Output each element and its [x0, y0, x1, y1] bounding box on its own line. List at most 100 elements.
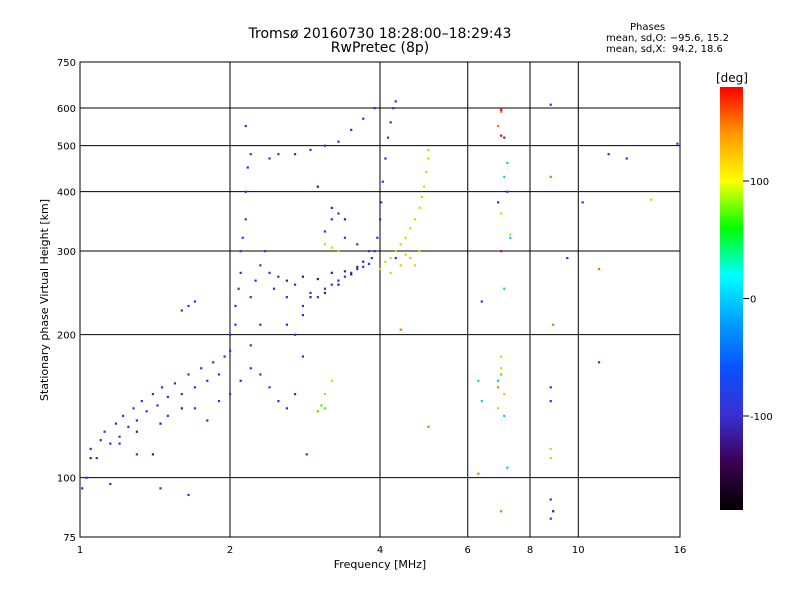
- data-point: [268, 271, 271, 274]
- data-point: [367, 262, 371, 265]
- data-point: [285, 323, 288, 326]
- phase-stats-header: Phases: [630, 22, 666, 33]
- data-point: [337, 212, 340, 215]
- data-point: [392, 107, 395, 110]
- data-point: [373, 250, 376, 253]
- data-point: [127, 425, 130, 428]
- data-point: [427, 425, 430, 428]
- data-point: [503, 175, 506, 178]
- data-point: [500, 510, 503, 513]
- data-point: [187, 493, 190, 497]
- data-point: [223, 355, 226, 358]
- data-point: [399, 328, 402, 331]
- data-point: [241, 236, 244, 239]
- data-point: [506, 190, 509, 193]
- x-tick-label: 6: [465, 545, 471, 556]
- data-point: [506, 466, 509, 469]
- data-point: [166, 395, 169, 398]
- data-point: [330, 218, 333, 221]
- data-point: [418, 206, 421, 209]
- data-point: [293, 393, 297, 396]
- data-point: [217, 400, 221, 403]
- data-point: [503, 414, 506, 417]
- data-point: [254, 279, 257, 282]
- data-point: [244, 124, 247, 128]
- y-tick-label: 600: [57, 104, 76, 115]
- data-point: [384, 157, 387, 160]
- data-point: [323, 230, 327, 233]
- data-point: [187, 373, 190, 376]
- data-point: [239, 250, 242, 253]
- x-tick-label: 1: [77, 545, 83, 556]
- data-point: [427, 157, 430, 160]
- data-point: [394, 257, 397, 260]
- data-point: [356, 267, 359, 271]
- colorbar-label: [deg]: [716, 71, 748, 85]
- data-point: [316, 185, 319, 188]
- data-point: [409, 227, 412, 230]
- data-point: [305, 453, 308, 456]
- y-tick-label: 500: [57, 142, 76, 153]
- data-point: [268, 157, 271, 160]
- data-point: [277, 275, 280, 278]
- data-point: [135, 430, 138, 433]
- data-point: [337, 283, 340, 286]
- data-point: [500, 108, 503, 111]
- data-point: [166, 414, 169, 417]
- colorbar-tick-label: 100: [750, 177, 769, 188]
- data-point: [676, 142, 679, 145]
- data-point: [285, 296, 288, 299]
- x-tick-label: 10: [572, 545, 585, 556]
- data-point: [496, 407, 500, 410]
- data-point: [549, 386, 552, 389]
- chart-subtitle: RwPretec (8p): [330, 40, 430, 56]
- data-point: [140, 400, 143, 403]
- data-point: [206, 419, 209, 422]
- data-point: [249, 153, 252, 156]
- data-point: [244, 218, 247, 221]
- data-point: [81, 487, 84, 490]
- data-point: [549, 517, 552, 520]
- data-point: [404, 253, 407, 256]
- data-point: [500, 134, 503, 137]
- data-point: [549, 456, 552, 460]
- data-point: [404, 236, 407, 239]
- colorbar-ticks: 100 0 -100: [743, 177, 773, 423]
- data-point: [625, 157, 628, 160]
- data-point: [343, 275, 347, 278]
- data-point: [293, 333, 297, 336]
- data-point: [217, 373, 221, 376]
- data-point: [337, 140, 340, 143]
- data-point: [187, 304, 190, 308]
- data-point: [180, 393, 183, 396]
- y-tick-label: 400: [57, 188, 76, 199]
- data-point: [362, 117, 365, 120]
- data-point: [160, 386, 164, 389]
- data-point: [370, 257, 373, 260]
- data-point: [420, 195, 423, 199]
- data-point: [323, 243, 327, 246]
- data-point: [330, 283, 333, 286]
- data-point: [394, 100, 397, 103]
- data-point: [413, 218, 417, 221]
- plot-frame: [79, 61, 681, 538]
- data-point: [496, 201, 500, 204]
- data-point: [330, 246, 333, 249]
- data-point: [118, 435, 121, 438]
- data-point: [549, 447, 552, 451]
- data-point: [381, 180, 384, 183]
- data-point: [229, 349, 232, 352]
- data-point: [293, 153, 297, 156]
- y-tick-label: 750: [57, 58, 76, 69]
- data-point: [496, 124, 500, 128]
- data-point: [509, 236, 512, 239]
- x-tick-label: 2: [227, 545, 233, 556]
- data-point: [549, 400, 552, 403]
- data-point: [272, 287, 276, 290]
- data-point: [425, 171, 428, 174]
- data-point: [145, 410, 148, 413]
- data-point: [581, 201, 584, 204]
- data-point: [500, 212, 503, 215]
- data-point: [552, 323, 555, 326]
- data-point: [316, 296, 319, 299]
